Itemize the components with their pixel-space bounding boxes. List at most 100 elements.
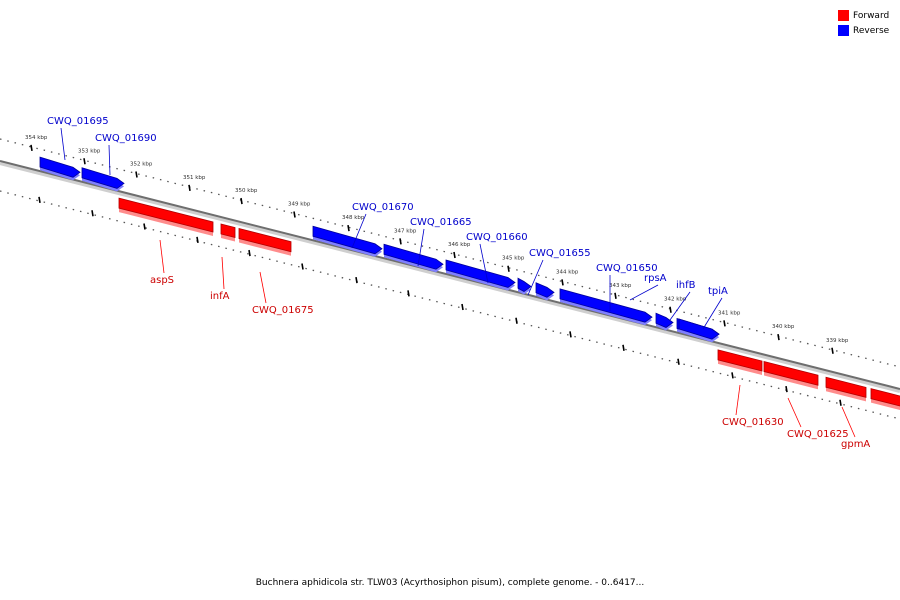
gene-arrow xyxy=(678,318,720,340)
scale-tick xyxy=(188,184,191,192)
gene-arrow xyxy=(383,243,444,270)
gene-label[interactable]: CWQ_01675 xyxy=(252,305,314,316)
gene-arrow xyxy=(870,388,900,407)
gene-leader-line xyxy=(479,243,489,284)
gene-tpiA[interactable] xyxy=(678,318,720,343)
scale-tick xyxy=(399,238,402,245)
scale-tick-lower xyxy=(569,331,572,338)
scale-tick-lower xyxy=(301,263,304,270)
gene-label[interactable]: gpmA xyxy=(841,439,870,450)
gene-arrow xyxy=(535,282,555,298)
gene-leader-line xyxy=(108,144,111,176)
reverse-swatch xyxy=(838,25,849,36)
gene-label[interactable]: CWQ_01650 xyxy=(596,263,658,274)
gene-leader-line xyxy=(735,384,741,416)
scale-tick-label: 352 kbp xyxy=(130,161,153,167)
scale-tick xyxy=(831,347,834,354)
scale-tick-label: 345 kbp xyxy=(502,256,525,262)
gene-label[interactable]: CWQ_01630 xyxy=(722,417,784,428)
gene-arrow xyxy=(39,156,81,178)
gene-leader-line xyxy=(221,256,225,290)
gene-CWQ_01665[interactable] xyxy=(383,243,444,273)
gene-gpmA[interactable] xyxy=(825,376,867,402)
scale-tick xyxy=(723,320,726,327)
genome-caption: Buchnera aphidicola str. TLW03 (Acyrthos… xyxy=(255,578,645,588)
gene-arrow xyxy=(717,349,763,372)
scale-tick-label: 341 kbp xyxy=(718,310,741,316)
scale-tick xyxy=(561,279,564,286)
gene-CWQ_01655[interactable] xyxy=(517,277,532,295)
scale-tick-lower xyxy=(785,385,788,393)
gene-label[interactable]: CWQ_01665 xyxy=(410,217,472,228)
dotted-guide xyxy=(0,190,900,420)
gene-arrow xyxy=(763,361,819,386)
legend-label-forward: Forward xyxy=(853,10,890,21)
gene-CWQ_01690[interactable] xyxy=(81,167,125,192)
scale-tick-lower xyxy=(839,399,842,406)
scale-tick-label: 342 kbp xyxy=(664,297,687,303)
gene-CWQ_01670[interactable] xyxy=(312,225,383,257)
legend: Forward Reverse xyxy=(838,8,889,38)
gene-rpsA[interactable] xyxy=(655,312,674,331)
gene-leader-line xyxy=(259,271,267,304)
gene-leader-line xyxy=(841,406,856,438)
scale-tick-label: 353 kbp xyxy=(78,148,101,154)
gene-features xyxy=(39,156,900,412)
gene-label[interactable]: CWQ_01670 xyxy=(352,202,414,213)
scale-tick xyxy=(30,144,33,151)
scale-tick-label: 346 kbp xyxy=(448,242,471,248)
scale-tick xyxy=(614,292,617,299)
scale-tick xyxy=(240,197,243,205)
gene-arrow xyxy=(312,225,383,255)
gene-feature-9[interactable] xyxy=(535,282,555,301)
dotted-guide xyxy=(0,138,900,368)
gene-leader-line xyxy=(702,297,723,330)
backbone-line xyxy=(0,160,900,390)
scale-tick-lower xyxy=(407,290,410,297)
scale-tick-label: 354 kbp xyxy=(25,135,48,141)
gene-CWQ_01650[interactable] xyxy=(559,288,653,326)
scale-tick xyxy=(83,158,86,165)
gene-leader-line xyxy=(159,239,165,274)
scale-tick-lower xyxy=(515,317,518,324)
gene-arrow xyxy=(238,228,292,253)
scale-tick-label: 340 kbp xyxy=(772,324,795,330)
scale-tick-lower xyxy=(38,196,41,203)
gene-labels: CWQ_01695 CWQ_01690 aspS infA CWQ_01675 CWQ_0… xyxy=(47,116,870,450)
gene-label[interactable]: rpsA xyxy=(644,273,667,284)
gene-CWQ_01675[interactable] xyxy=(238,228,292,256)
gene-feature-17[interactable] xyxy=(870,388,900,412)
scale-tick-label: 350 kbp xyxy=(235,188,258,194)
scale-tick-lower xyxy=(622,344,625,351)
scale-tick-lower xyxy=(196,236,199,244)
gene-label[interactable]: CWQ_01695 xyxy=(47,116,109,127)
gene-label[interactable]: tpiA xyxy=(708,286,728,297)
gene-label[interactable]: infA xyxy=(210,291,230,302)
gene-arrow xyxy=(81,167,125,189)
gene-CWQ_01630[interactable] xyxy=(717,349,763,376)
dotted-guides xyxy=(0,138,900,420)
gene-leader-line xyxy=(629,284,659,301)
scale-tick-label: 344 kbp xyxy=(556,269,579,275)
gene-label[interactable]: CWQ_01625 xyxy=(787,429,849,440)
gene-infA[interactable] xyxy=(220,223,236,242)
gene-leader-line xyxy=(351,213,367,249)
scale-tick-lower xyxy=(143,223,146,230)
gene-aspS[interactable] xyxy=(118,197,214,236)
gene-leader-line xyxy=(787,397,802,428)
gene-CWQ_01695[interactable] xyxy=(39,156,81,181)
gene-arrow xyxy=(220,223,236,239)
gene-label[interactable]: aspS xyxy=(150,275,174,286)
scale-tick-lower xyxy=(461,303,464,311)
scale-tick-lower xyxy=(91,210,94,217)
scale-tick xyxy=(347,225,350,232)
scale-tick xyxy=(507,265,510,272)
gene-CWQ_01660[interactable] xyxy=(445,259,516,291)
scale-tick xyxy=(777,333,780,341)
gene-label[interactable]: CWQ_01690 xyxy=(95,133,157,144)
scale-tick-label: 348 kbp xyxy=(342,215,365,221)
gene-label[interactable]: CWQ_01660 xyxy=(466,232,528,243)
gene-label[interactable]: ihfB xyxy=(676,280,696,291)
gene-label[interactable]: CWQ_01655 xyxy=(529,248,591,259)
gene-CWQ_01625[interactable] xyxy=(763,361,819,390)
